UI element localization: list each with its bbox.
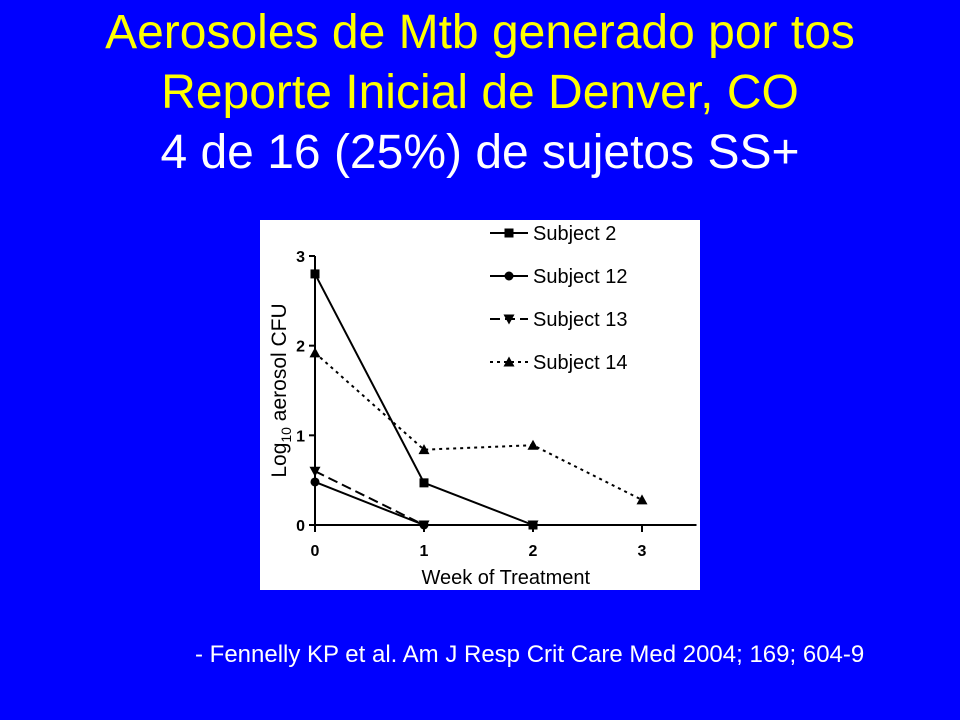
subject-13-data-point — [309, 466, 321, 477]
legend-marker — [504, 228, 514, 238]
y-axis-tick-label: 0 — [296, 518, 305, 535]
chart-legend: Subject 2 Subject 12 Subject 13 Subject 14 — [490, 223, 628, 374]
legend-item-subject-2: Subject 2 — [490, 223, 616, 245]
citation: - Fennelly KP et al. Am J Resp Crit Care… — [195, 641, 865, 668]
subject-12-series — [310, 477, 429, 530]
slide-subtitle: 4 de 16 (25%) de sujetos SS+ — [160, 126, 800, 179]
subject-12-data-point — [310, 477, 320, 487]
line-chart: 0 1 2 3 0 1 2 3 Week of Treatment Log10 aerosol C… — [268, 223, 697, 589]
legend-label: Subject 13 — [533, 309, 628, 331]
title-line-2: Reporte Inicial de Denver, CO — [161, 66, 799, 119]
x-axis-title: Week of Treatment — [421, 567, 590, 589]
x-axis-tick-label: 3 — [638, 543, 647, 560]
x-axis-tick-label: 0 — [311, 543, 320, 560]
chart-axes: 0 1 2 3 0 1 2 3 Week of Treatment Log10 aerosol C… — [268, 249, 697, 589]
subject-14-data-point — [418, 444, 430, 455]
subject-14-line — [314, 352, 643, 501]
title-line-1: Aerosoles de Mtb generado por tos — [105, 6, 855, 59]
y-axis-tick-label: 1 — [296, 428, 305, 445]
chart-panel: 0 1 2 3 0 1 2 3 Week of Treatment Log10 aerosol C… — [260, 220, 700, 590]
subject-14-series — [309, 347, 648, 505]
y-axis-tick-label: 3 — [296, 249, 305, 266]
subject-2-series — [310, 269, 538, 530]
legend-item-subject-12: Subject 12 — [490, 266, 628, 288]
legend-label: Subject 12 — [533, 266, 628, 288]
legend-marker — [503, 356, 515, 367]
subject-14-data-point — [636, 494, 648, 505]
subject-2-data-point — [310, 269, 320, 279]
x-axis-tick-label: 1 — [420, 543, 429, 560]
y-axis-tick-label: 2 — [296, 339, 305, 356]
legend-label: Subject 2 — [533, 223, 616, 245]
legend-item-subject-14: Subject 14 — [490, 352, 628, 374]
subject-12-line — [314, 481, 425, 526]
subject-13-series — [309, 466, 539, 531]
slide-title: Aerosoles de Mtb generado por tos Report… — [0, 3, 960, 183]
subject-14-data-point — [309, 347, 321, 358]
legend-label: Subject 14 — [533, 352, 628, 374]
legend-marker — [503, 314, 515, 325]
y-axis-title: Log10 aerosol CFU — [268, 303, 294, 477]
subject-2-data-point — [419, 478, 429, 488]
legend-marker — [504, 271, 514, 281]
subject-14-data-point — [527, 439, 539, 450]
subject-13-data-point — [527, 520, 539, 531]
x-axis-tick-label: 2 — [529, 543, 538, 560]
subject-13-data-point — [418, 520, 430, 531]
legend-item-subject-13: Subject 13 — [490, 309, 628, 331]
